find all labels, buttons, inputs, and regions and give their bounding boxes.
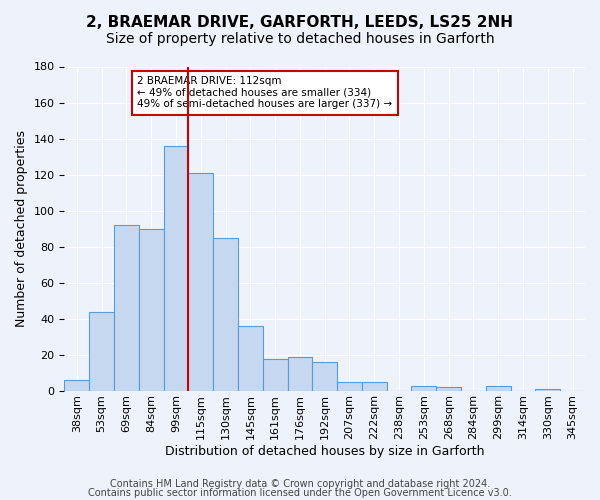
Text: 2 BRAEMAR DRIVE: 112sqm
← 49% of detached houses are smaller (334)
49% of semi-d: 2 BRAEMAR DRIVE: 112sqm ← 49% of detache… [137,76,392,110]
Bar [313,362,337,391]
Bar [287,357,313,391]
Text: 2, BRAEMAR DRIVE, GARFORTH, LEEDS, LS25 2NH: 2, BRAEMAR DRIVE, GARFORTH, LEEDS, LS25 … [86,15,514,30]
Bar [535,389,560,391]
Bar [114,225,139,391]
Bar [164,146,188,391]
Bar [362,382,386,391]
Bar [412,386,436,391]
Y-axis label: Number of detached properties: Number of detached properties [15,130,28,328]
Bar [139,229,164,391]
Bar [64,380,89,391]
Bar [213,238,238,391]
Text: Size of property relative to detached houses in Garforth: Size of property relative to detached ho… [106,32,494,46]
Bar [486,386,511,391]
Text: Contains public sector information licensed under the Open Government Licence v3: Contains public sector information licen… [88,488,512,498]
Bar [436,388,461,391]
Bar [188,173,213,391]
Text: Contains HM Land Registry data © Crown copyright and database right 2024.: Contains HM Land Registry data © Crown c… [110,479,490,489]
Bar [263,358,287,391]
Bar [89,312,114,391]
Bar [337,382,362,391]
Bar [238,326,263,391]
X-axis label: Distribution of detached houses by size in Garforth: Distribution of detached houses by size … [165,444,484,458]
